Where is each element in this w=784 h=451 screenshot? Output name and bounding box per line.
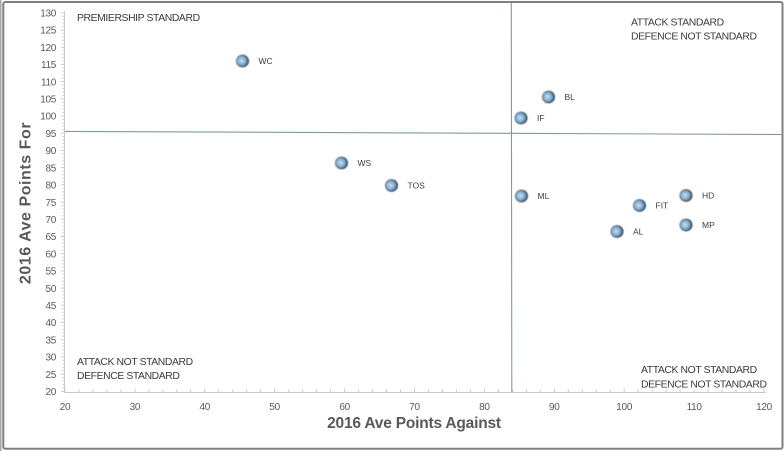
svg-text:85: 85 [45,163,56,174]
svg-text:TOS: TOS [408,181,426,191]
svg-text:60: 60 [45,249,56,260]
svg-text:95: 95 [45,129,56,140]
svg-text:45: 45 [45,301,56,312]
svg-text:2016 Ave Points Against: 2016 Ave Points Against [327,415,501,432]
svg-text:AL: AL [633,227,644,237]
svg-text:20: 20 [60,402,71,413]
svg-text:PREMIERSHIP STANDARD: PREMIERSHIP STANDARD [77,13,200,24]
svg-text:50: 50 [269,402,280,413]
svg-text:HD: HD [702,191,714,201]
svg-text:80: 80 [479,402,490,413]
svg-text:FIT: FIT [656,201,669,211]
svg-text:60: 60 [339,402,350,413]
svg-text:55: 55 [45,267,56,278]
svg-text:2016 Ave Points For: 2016 Ave Points For [18,122,35,284]
svg-text:115: 115 [41,60,57,71]
svg-text:80: 80 [45,181,56,192]
svg-text:BL: BL [565,92,576,102]
svg-text:ATTACK NOT STANDARD: ATTACK NOT STANDARD [77,357,193,368]
svg-text:110: 110 [41,77,57,88]
svg-text:IF: IF [537,113,545,123]
svg-text:DEFENCE NOT STANDARD: DEFENCE NOT STANDARD [631,32,757,43]
svg-text:DEFENCE NOT STANDARD: DEFENCE NOT STANDARD [641,380,767,391]
svg-text:30: 30 [45,353,56,364]
svg-text:25: 25 [45,370,56,381]
svg-text:65: 65 [45,232,56,243]
svg-text:ML: ML [538,191,550,201]
svg-text:50: 50 [45,284,56,295]
svg-text:100: 100 [616,402,633,413]
svg-text:110: 110 [687,402,703,413]
svg-text:40: 40 [45,318,56,329]
svg-text:90: 90 [549,402,560,413]
svg-text:40: 40 [200,402,211,413]
svg-text:120: 120 [756,402,773,413]
svg-text:WC: WC [259,56,273,66]
svg-text:DEFENCE STANDARD: DEFENCE STANDARD [77,371,180,382]
svg-text:WS: WS [358,158,372,168]
svg-text:100: 100 [40,112,57,123]
svg-text:125: 125 [40,26,57,37]
svg-text:120: 120 [40,43,57,54]
svg-text:ATTACK NOT STANDARD: ATTACK NOT STANDARD [641,365,757,376]
svg-text:30: 30 [130,402,141,413]
svg-text:MP: MP [702,220,715,230]
svg-text:70: 70 [409,402,420,413]
svg-text:105: 105 [40,95,57,106]
svg-text:ATTACK STANDARD: ATTACK STANDARD [631,18,724,29]
svg-text:130: 130 [40,9,57,20]
svg-text:90: 90 [45,146,56,157]
svg-text:75: 75 [45,198,56,209]
svg-text:35: 35 [45,335,56,346]
svg-text:20: 20 [45,387,56,398]
svg-text:70: 70 [45,215,56,226]
